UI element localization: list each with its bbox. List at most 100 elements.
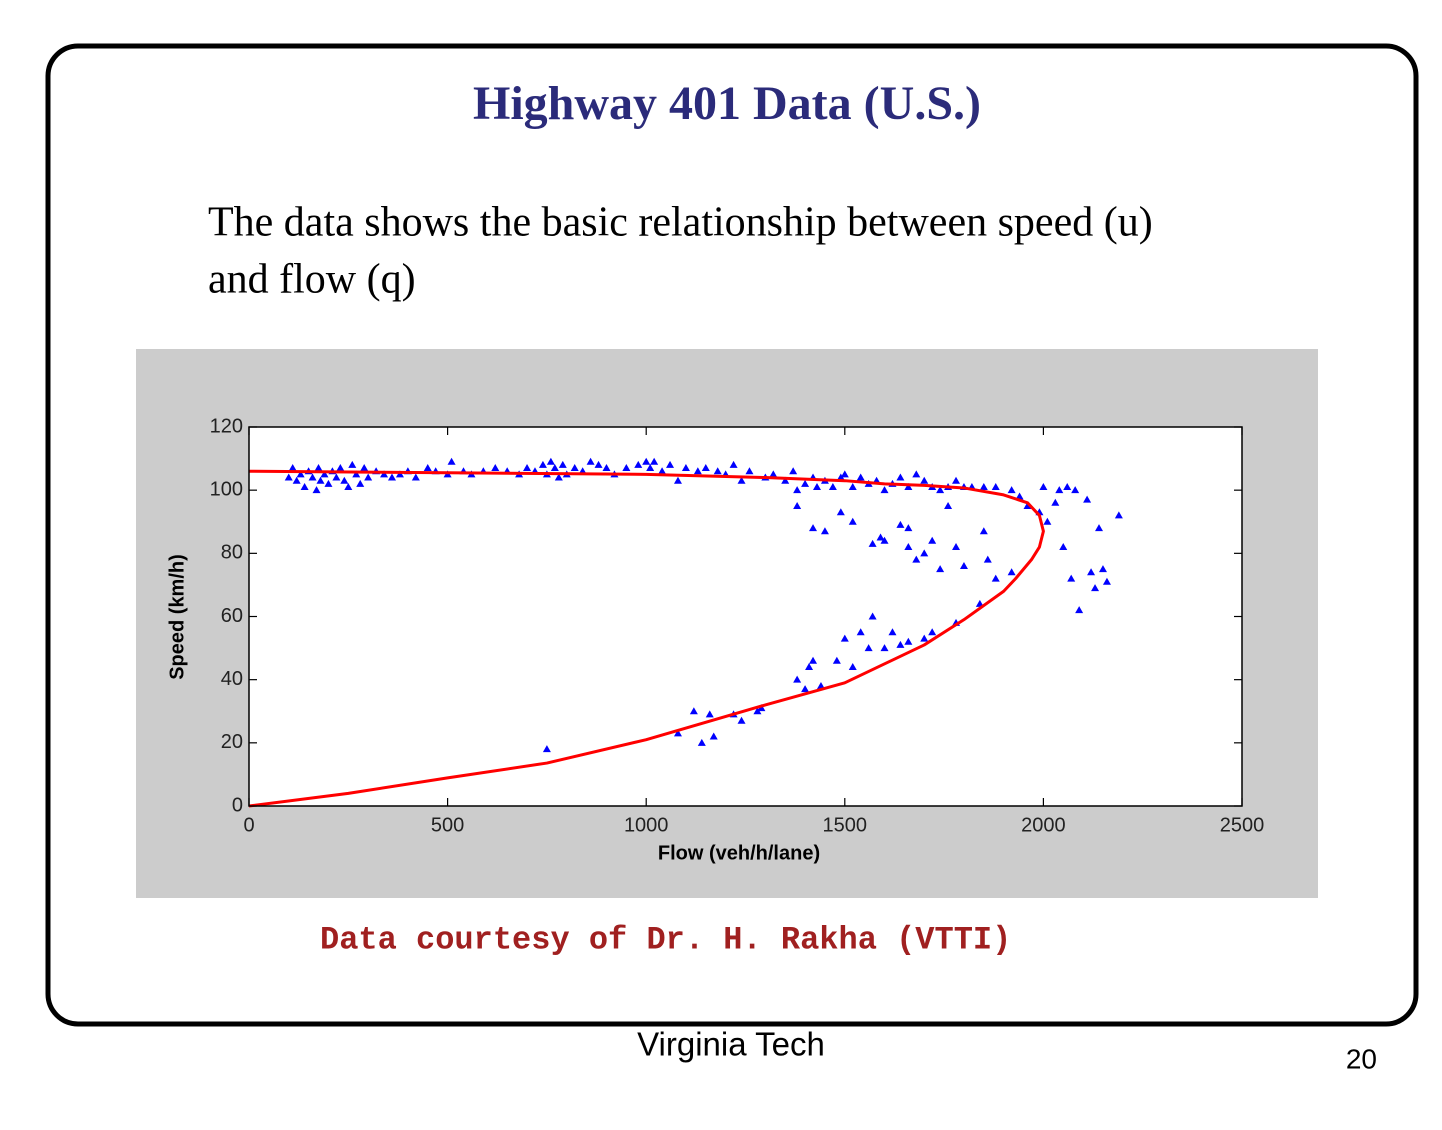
data-point xyxy=(1063,483,1072,491)
data-point xyxy=(848,663,857,671)
data-point xyxy=(1095,524,1104,532)
data-point xyxy=(1067,574,1076,582)
x-axis-label: Flow (veh/h/lane) xyxy=(658,842,820,864)
data-point xyxy=(809,524,818,532)
data-point xyxy=(336,464,345,472)
data-point xyxy=(880,644,889,652)
data-point xyxy=(936,486,945,494)
data-point xyxy=(769,470,778,478)
data-point xyxy=(896,520,905,528)
data-point xyxy=(570,464,579,472)
data-point xyxy=(1023,501,1032,509)
data-point xyxy=(324,479,333,487)
data-point xyxy=(781,476,790,484)
data-point xyxy=(888,628,897,636)
data-point xyxy=(979,483,988,491)
x-tick-label: 0 xyxy=(243,814,254,836)
data-point xyxy=(673,476,682,484)
data-point xyxy=(296,470,305,478)
y-tick-label: 100 xyxy=(210,478,243,500)
data-point xyxy=(673,729,682,737)
data-point xyxy=(411,473,420,481)
data-point xyxy=(991,483,1000,491)
data-point xyxy=(642,457,651,465)
data-point xyxy=(789,467,798,475)
y-tick-label: 120 xyxy=(210,415,243,437)
data-point xyxy=(542,745,551,753)
data-point xyxy=(920,476,929,484)
data-point xyxy=(801,479,810,487)
data-point xyxy=(856,628,865,636)
data-point xyxy=(896,473,905,481)
body-text: The data shows the basic relationship be… xyxy=(208,200,1153,246)
data-point xyxy=(729,460,738,468)
data-point xyxy=(666,460,675,468)
data-point xyxy=(316,476,325,484)
data-point xyxy=(920,634,929,642)
data-point xyxy=(658,467,667,475)
data-point xyxy=(745,467,754,475)
data-point xyxy=(812,483,821,491)
y-tick-label: 0 xyxy=(232,794,243,816)
data-point xyxy=(360,464,369,472)
data-point xyxy=(586,457,595,465)
y-tick-label: 60 xyxy=(221,605,243,627)
data-point xyxy=(904,524,913,532)
data-point xyxy=(554,473,563,481)
data-point xyxy=(1043,517,1052,525)
data-point xyxy=(380,470,389,478)
data-point xyxy=(991,574,1000,582)
data-point xyxy=(701,464,710,472)
data-point xyxy=(308,473,317,481)
data-point xyxy=(828,483,837,491)
data-point xyxy=(840,470,849,478)
data-point xyxy=(344,483,353,491)
data-point xyxy=(880,536,889,544)
y-tick-label: 40 xyxy=(221,668,243,690)
data-point xyxy=(622,464,631,472)
data-point xyxy=(920,549,929,557)
data-point xyxy=(1083,495,1092,503)
data-point xyxy=(1091,584,1100,592)
data-point xyxy=(912,470,921,478)
data-point xyxy=(332,473,341,481)
data-point xyxy=(634,460,643,468)
data-point xyxy=(646,464,655,472)
data-point xyxy=(594,460,603,468)
data-point xyxy=(904,543,913,551)
data-point xyxy=(693,467,702,475)
data-point xyxy=(1075,606,1084,614)
data-point xyxy=(423,464,432,472)
data-point xyxy=(816,681,825,689)
y-tick-label: 20 xyxy=(221,731,243,753)
data-point xyxy=(848,483,857,491)
caption: Data courtesy of Dr. H. Rakha (VTTI) xyxy=(320,921,1011,958)
data-point xyxy=(1007,568,1016,576)
x-tick-label: 1500 xyxy=(823,814,868,836)
data-point xyxy=(1055,486,1064,494)
data-point xyxy=(284,473,293,481)
data-point xyxy=(912,555,921,563)
data-point xyxy=(1071,486,1080,494)
data-point xyxy=(793,675,802,683)
data-point xyxy=(832,656,841,664)
data-point xyxy=(320,470,329,478)
slide-title: Highway 401 Data (U.S.) xyxy=(473,77,981,130)
data-point xyxy=(904,483,913,491)
data-point xyxy=(979,527,988,535)
data-point xyxy=(689,707,698,715)
data-point xyxy=(300,483,309,491)
data-point xyxy=(538,460,547,468)
data-point xyxy=(340,476,349,484)
data-point xyxy=(856,473,865,481)
y-axis-label: Speed (km/h) xyxy=(166,554,188,680)
data-point xyxy=(880,486,889,494)
data-point xyxy=(868,539,877,547)
data-point xyxy=(959,561,968,569)
footer-institution: Virginia Tech xyxy=(637,1026,825,1063)
data-point xyxy=(952,476,961,484)
plot-area xyxy=(249,427,1242,806)
data-point xyxy=(983,555,992,563)
data-point xyxy=(864,644,873,652)
data-point xyxy=(820,527,829,535)
